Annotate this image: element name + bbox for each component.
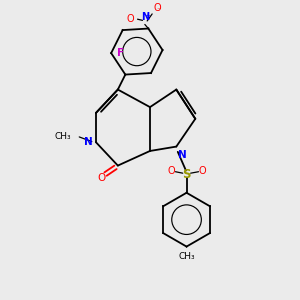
Text: ⁻: ⁻ — [157, 6, 161, 15]
Text: CH₃: CH₃ — [178, 252, 195, 261]
Text: N: N — [84, 137, 92, 147]
Text: O: O — [167, 167, 175, 176]
Text: +: + — [144, 13, 150, 19]
Text: N: N — [141, 12, 149, 22]
Text: F: F — [117, 48, 124, 58]
Text: O: O — [126, 14, 134, 24]
Text: S: S — [182, 168, 191, 181]
Text: CH₃: CH₃ — [54, 132, 71, 141]
Text: O: O — [154, 3, 161, 13]
Text: O: O — [98, 173, 106, 183]
Text: N: N — [178, 149, 187, 160]
Text: O: O — [199, 167, 206, 176]
